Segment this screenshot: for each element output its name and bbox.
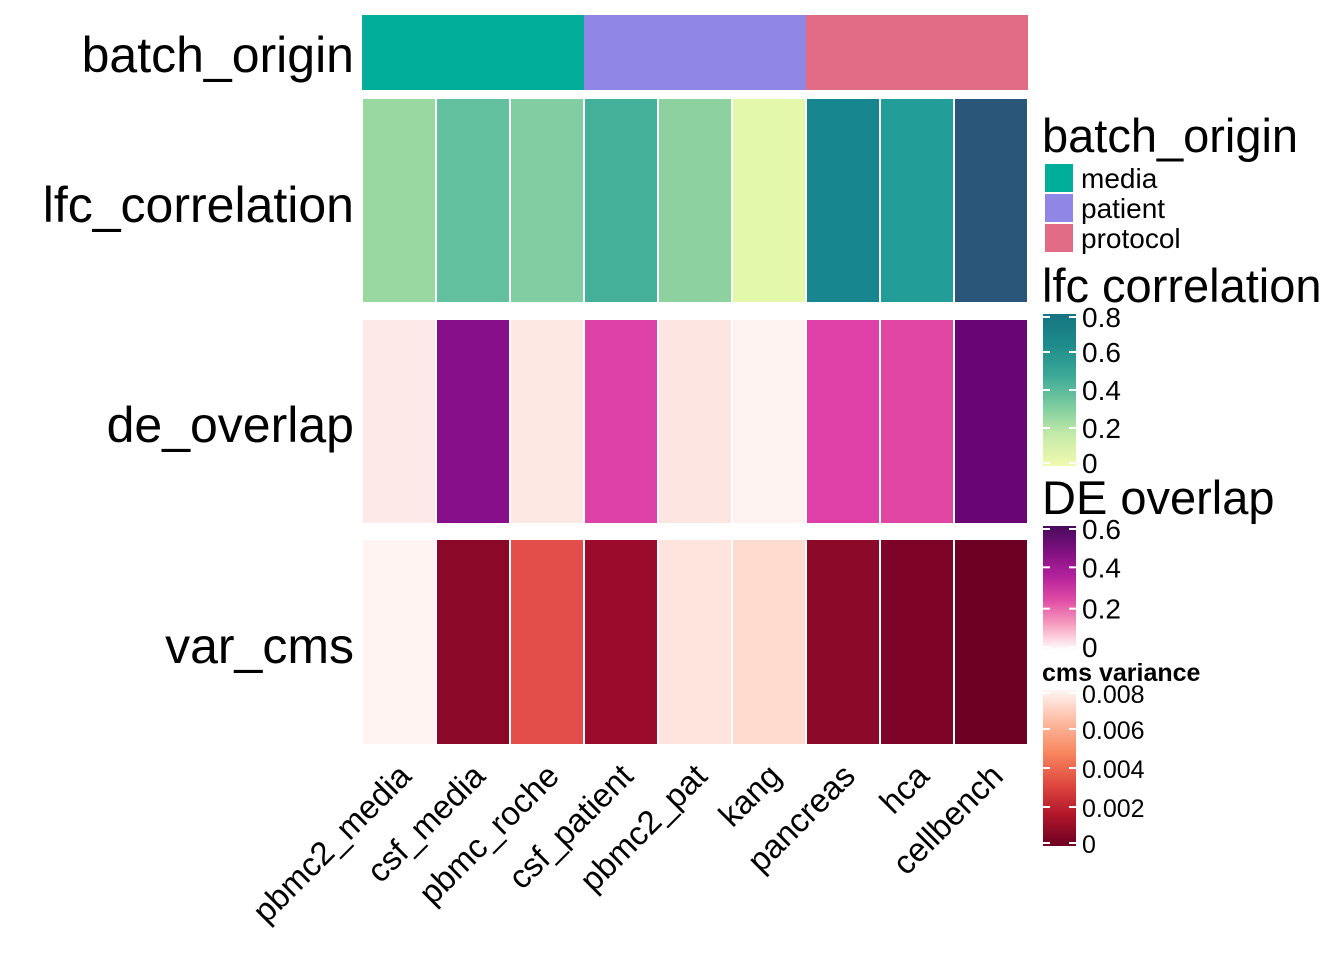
cell-var_cms-pbmc2_media xyxy=(363,540,435,744)
cell-var_cms-kang xyxy=(733,540,805,744)
cell-de_overlap-kang xyxy=(733,320,805,523)
row-label-lfc_correlation: lfc_correlation xyxy=(43,177,354,233)
cell-de_overlap-pbmc_roche xyxy=(511,320,583,523)
legend-label-protocol: protocol xyxy=(1081,223,1181,254)
cell-var_cms-pbmc_roche xyxy=(511,540,583,744)
legend-tick-label: 0.8 xyxy=(1082,302,1121,333)
cell-lfc_correlation-csf_media xyxy=(437,99,509,302)
legend-tick-label: 0.6 xyxy=(1082,514,1121,545)
cell-var_cms-hca xyxy=(881,540,953,744)
cell-lfc_correlation-pbmc2_pat xyxy=(659,99,731,302)
cell-de_overlap-hca xyxy=(881,320,953,523)
annotation-track xyxy=(362,15,1028,90)
legend-title-batch-origin: batch_origin xyxy=(1042,109,1298,162)
cell-de_overlap-csf_media xyxy=(437,320,509,523)
column-labels: pbmc2_mediacsf_mediapbmc_rochecsf_patien… xyxy=(245,756,1010,929)
legend-swatch-media xyxy=(1045,164,1073,192)
cell-var_cms-csf_media xyxy=(437,540,509,744)
legend-tick-label: 0.4 xyxy=(1082,552,1121,583)
legend-label-patient: patient xyxy=(1081,193,1165,224)
legend-colorbar-de-overlap xyxy=(1043,526,1076,650)
legend-tick-label: 0.004 xyxy=(1082,756,1145,784)
row-label-de_overlap: de_overlap xyxy=(107,397,354,453)
row-label-var_cms: var_cms xyxy=(165,618,354,674)
cell-lfc_correlation-cellbench xyxy=(955,99,1027,302)
legend-tick-label: 0.4 xyxy=(1082,375,1121,406)
legend-tick-label: 0.2 xyxy=(1082,594,1121,625)
cell-de_overlap-pbmc2_media xyxy=(363,320,435,523)
legend-tick-label: 0 xyxy=(1082,632,1098,663)
legend-tick-label: 0 xyxy=(1082,448,1098,479)
legend-swatch-patient xyxy=(1045,194,1073,222)
legend-tick-label: 0.006 xyxy=(1082,717,1145,745)
cell-lfc_correlation-csf_patient xyxy=(585,99,657,302)
legend-title-de-overlap: DE overlap xyxy=(1042,471,1275,524)
legend-title-lfc-correlation: lfc correlation xyxy=(1042,259,1322,312)
annotation-block-protocol xyxy=(806,15,1028,90)
legend-tick-label: 0.002 xyxy=(1082,795,1145,823)
col-label-hca: hca xyxy=(872,756,936,820)
cell-lfc_correlation-hca xyxy=(881,99,953,302)
legend-title-cms-variance: cms variance xyxy=(1042,659,1201,687)
cell-de_overlap-cellbench xyxy=(955,320,1027,523)
cell-var_cms-pancreas xyxy=(807,540,879,744)
cell-lfc_correlation-kang xyxy=(733,99,805,302)
cell-de_overlap-csf_patient xyxy=(585,320,657,523)
legend-tick-label: 0.2 xyxy=(1082,413,1121,444)
cell-var_cms-cellbench xyxy=(955,540,1027,744)
cell-de_overlap-pbmc2_pat xyxy=(659,320,731,523)
annotation-block-patient xyxy=(584,15,806,90)
row-label-batch_origin: batch_origin xyxy=(82,27,354,83)
cell-lfc_correlation-pbmc2_media xyxy=(363,99,435,302)
legend-tick-label: 0.008 xyxy=(1082,681,1145,709)
legend-tick-label: 0.6 xyxy=(1082,337,1121,368)
legend-tick-label: 0 xyxy=(1082,831,1096,859)
legend-swatch-protocol xyxy=(1045,224,1073,252)
cell-lfc_correlation-pbmc_roche xyxy=(511,99,583,302)
cell-de_overlap-pancreas xyxy=(807,320,879,523)
annotation-block-media xyxy=(362,15,584,90)
legend-label-media: media xyxy=(1081,163,1158,194)
cell-lfc_correlation-pancreas xyxy=(807,99,879,302)
cell-var_cms-csf_patient xyxy=(585,540,657,744)
row-labels: batch_origin lfc_correlation de_overlapvar… xyxy=(43,27,354,674)
cell-var_cms-pbmc2_pat xyxy=(659,540,731,744)
heatmap-body xyxy=(363,99,1027,744)
